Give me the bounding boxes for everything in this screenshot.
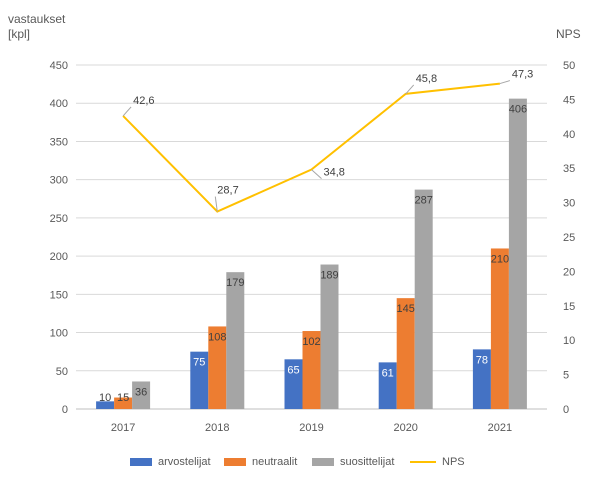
nps-leader-line [405,84,415,95]
left-tick-label: 200 [50,251,68,263]
right-tick-label: 5 [563,370,569,382]
right-axis-title: NPS [556,27,581,41]
bar-arvostelijat [472,349,491,409]
bar-arvostelijat [284,359,303,409]
left-tick-label: 450 [50,60,68,72]
bar-neutraalit [114,397,133,409]
bar-label-neutraalit: 108 [208,331,226,343]
legend-swatch-suosittelijat [312,458,334,467]
nps-leader-line [214,196,218,212]
legend-swatch-arvostelijat [130,458,152,467]
left-tick-label: 300 [50,175,68,187]
bar-suosittelijat [132,381,151,409]
right-tick-label: 10 [563,335,575,347]
bar-suosittelijat [414,189,433,409]
legend-label-nps: NPS [442,456,465,468]
left-tick-label: 250 [50,213,68,225]
bar-label-neutraalit: 145 [397,303,415,315]
right-tick-label: 30 [563,198,575,210]
bar-arvostelijat [96,401,115,409]
left-tick-label: 50 [56,366,68,378]
nps-leader-line [311,169,322,179]
category-label: 2017 [111,422,135,434]
bar-label-suosittelijat: 189 [320,270,338,282]
legend: arvostelijat neutraalit suosittelijat NP… [0,452,610,472]
right-tick-label: 20 [563,266,575,278]
bar-label-arvostelijat: 75 [193,357,205,369]
right-tick-label: 35 [563,163,575,175]
bar-label-arvostelijat: 78 [476,354,488,366]
left-tick-label: 400 [50,98,68,110]
legend-item-neutraalit: neutraalit [224,452,297,472]
category-label: 2019 [299,422,323,434]
nps-leader-line [122,106,132,117]
right-tick-label: 45 [563,94,575,106]
bar-suosittelijat [320,264,339,409]
legend-swatch-neutraalit [224,458,246,467]
bar-label-arvostelijat: 10 [99,392,111,404]
nps-data-label: 28,7 [217,185,238,197]
left-tick-label: 100 [50,328,68,340]
bar-neutraalit [396,298,415,409]
bar-label-suosittelijat: 406 [509,104,527,116]
bar-suosittelijat [226,272,245,409]
category-label: 2018 [205,422,229,434]
left-tick-label: 150 [50,289,68,301]
category-label: 2021 [488,422,512,434]
legend-label-neutraalit: neutraalit [252,456,298,468]
category-label: 2020 [393,422,417,434]
bar-label-suosittelijat: 179 [226,277,244,289]
bar-label-arvostelijat: 61 [382,367,394,379]
nps-data-label: 45,8 [416,73,437,85]
right-tick-label: 0 [563,404,569,416]
bar-label-neutraalit: 102 [302,336,320,348]
legend-item-nps: NPS [410,452,465,472]
bar-label-arvostelijat: 65 [287,364,299,376]
bar-neutraalit [208,326,227,409]
nps-leader-line [499,80,511,85]
bar-label-neutraalit: 210 [491,253,509,265]
left-axis-title: vastaukset [kpl] [8,12,65,42]
bar-suosittelijat [508,98,527,409]
nps-data-label: 47,3 [512,69,533,81]
left-axis-title-line1: vastaukset [8,12,66,26]
right-tick-label: 50 [563,60,575,72]
left-tick-label: 0 [62,404,68,416]
bar-label-suosittelijat: 36 [135,386,147,398]
legend-line-nps [410,461,436,464]
legend-label-arvostelijat: arvostelijat [158,456,211,468]
right-tick-label: 40 [563,129,575,141]
left-axis-title-line2: [kpl] [8,27,31,41]
right-tick-label: 15 [563,301,575,313]
legend-label-suosittelijat: suosittelijat [340,456,395,468]
legend-item-arvostelijat: arvostelijat [130,452,211,472]
plot-area: 0 50 100 150 200 250 300 350 400 450 0 5 10 15 20 25 30 3… [50,60,576,434]
legend-item-suosittelijat: suosittelijat [312,452,394,472]
bar-arvostelijat [378,362,397,409]
bar-neutraalit [302,331,321,409]
nps-data-label: 34,8 [324,167,345,179]
nps-data-label: 42,6 [133,95,154,107]
right-tick-label: 25 [563,232,575,244]
bar-label-neutraalit: 15 [117,392,129,404]
bar-arvostelijat [190,351,209,409]
bar-label-suosittelijat: 287 [415,195,433,207]
left-tick-label: 350 [50,136,68,148]
bar-neutraalit [490,248,509,409]
